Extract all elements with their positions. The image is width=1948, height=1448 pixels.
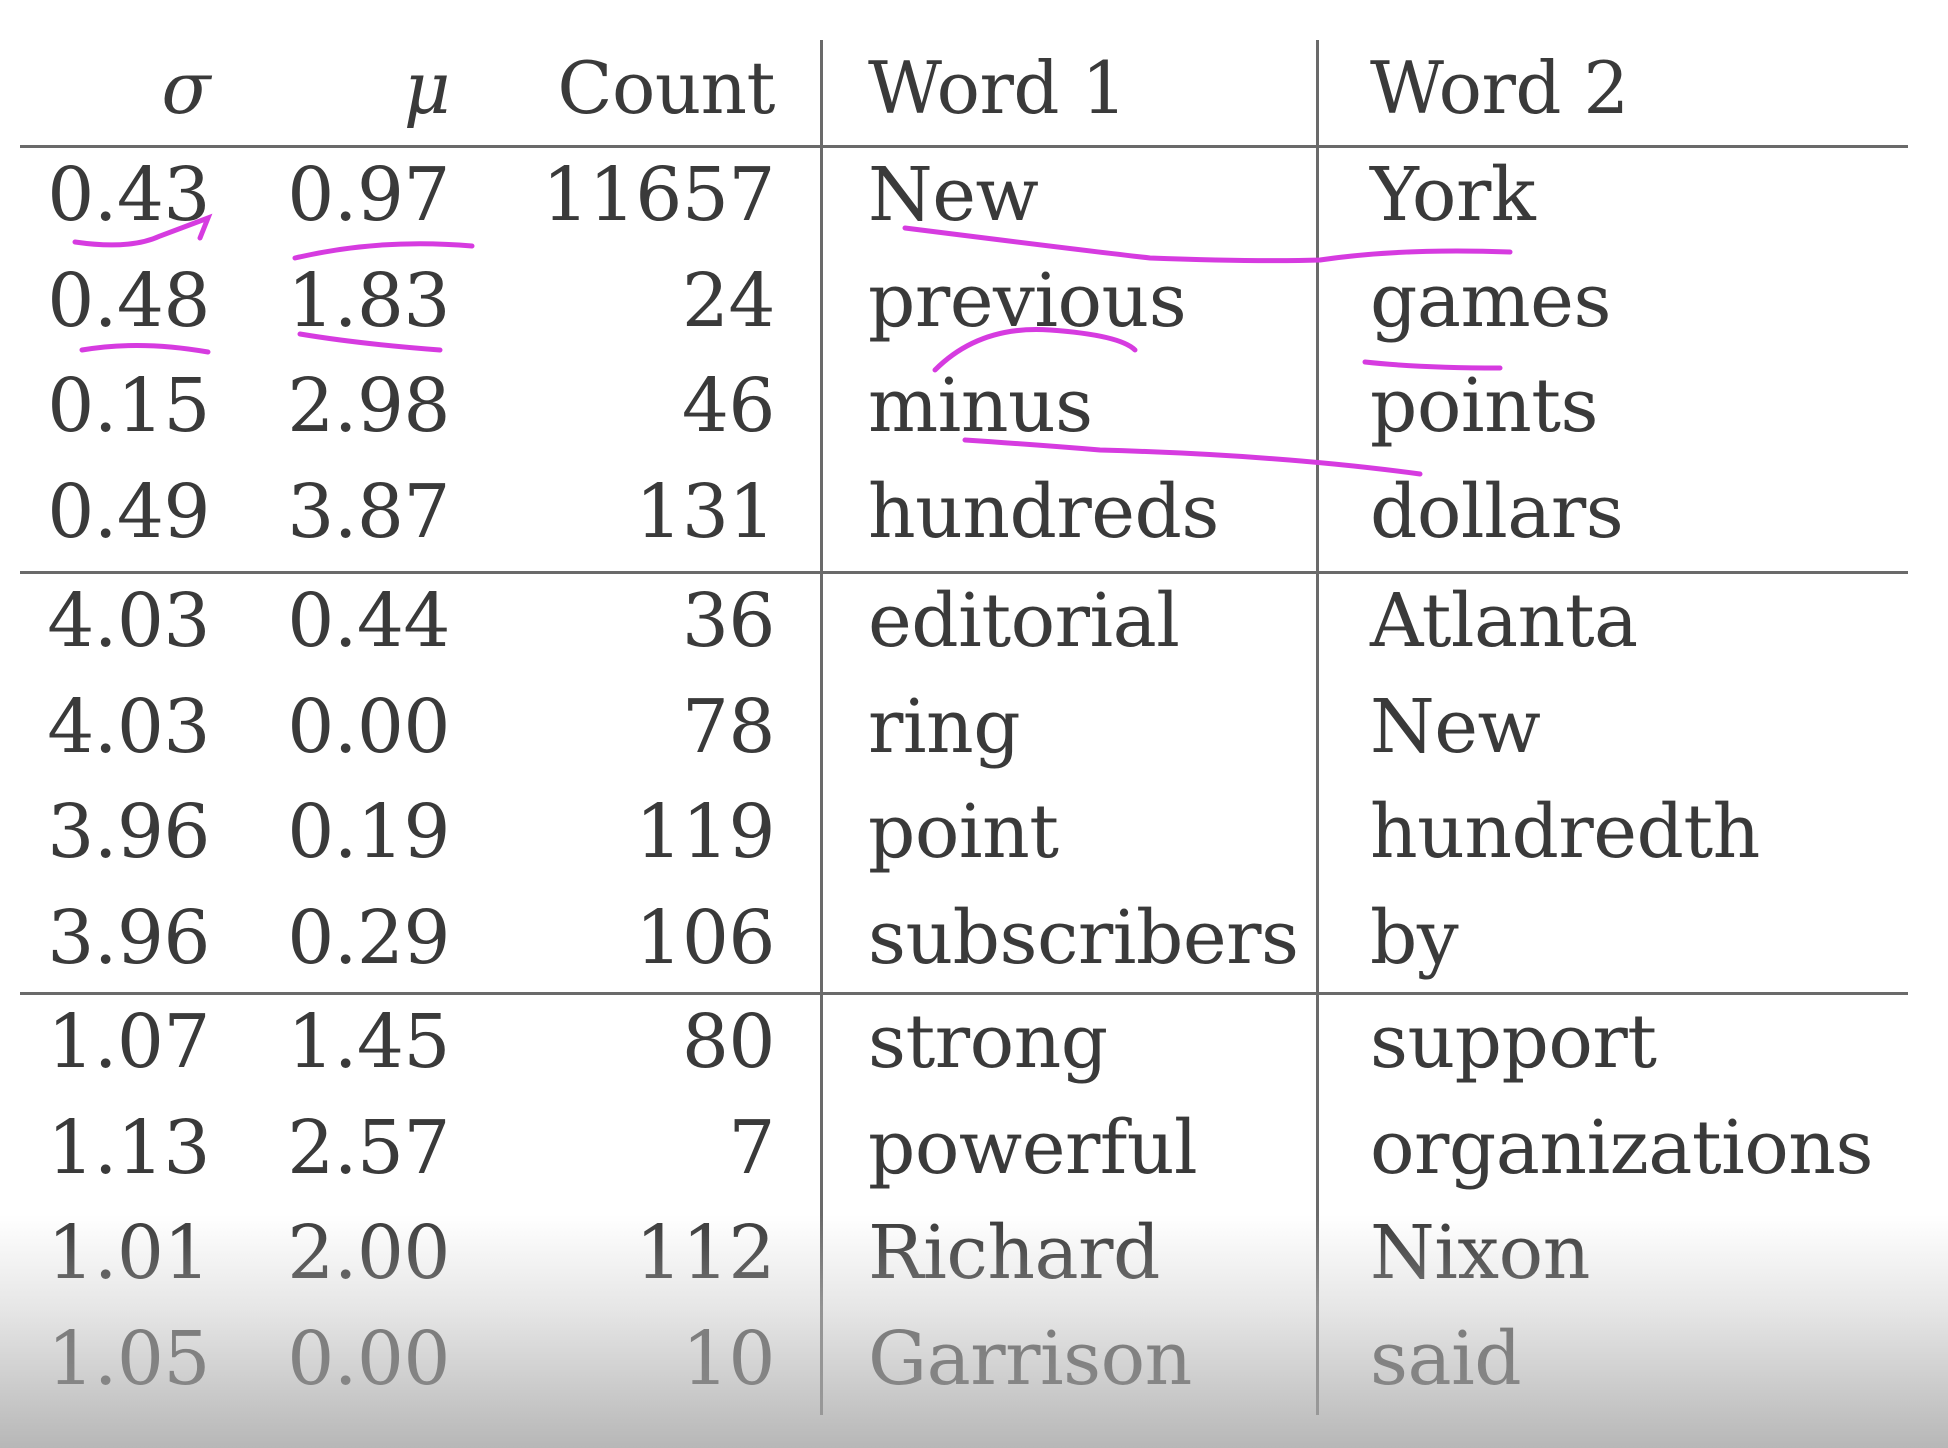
cell-mu: 2.57	[287, 1105, 450, 1191]
cell-sigma: 3.96	[47, 895, 210, 981]
cell-word-2: New	[1370, 684, 1541, 770]
cell-count: 24	[681, 258, 776, 344]
cell-word-1: New	[868, 152, 1039, 238]
cell-count: 7	[728, 1105, 775, 1191]
cell-word-2: dollars	[1370, 469, 1624, 555]
group-rule-1	[20, 571, 1908, 574]
cell-count: 46	[681, 363, 776, 449]
cell-sigma: 1.05	[47, 1316, 210, 1402]
cell-word-2: York	[1370, 152, 1536, 238]
underline-mu-0.97	[292, 241, 475, 261]
cell-word-2: points	[1370, 363, 1598, 449]
cell-mu: 0.00	[287, 1316, 450, 1402]
header-count: Count	[557, 46, 775, 130]
cell-sigma: 4.03	[47, 578, 210, 664]
cell-word-1: subscribers	[868, 895, 1299, 981]
cell-word-1: Richard	[868, 1210, 1160, 1296]
cell-sigma: 0.48	[47, 258, 210, 344]
cell-word-1: previous	[868, 258, 1187, 344]
cell-sigma: 0.49	[47, 469, 210, 555]
cell-mu: 0.19	[287, 789, 450, 875]
header-rule	[20, 145, 1908, 148]
cell-count: 106	[635, 895, 775, 981]
cell-count: 131	[635, 469, 775, 555]
cell-word-1: strong	[868, 999, 1108, 1085]
cell-sigma: 0.43	[47, 152, 210, 238]
cell-word-1: hundreds	[868, 469, 1219, 555]
cell-count: 119	[635, 789, 775, 875]
cell-count: 112	[635, 1210, 775, 1296]
cell-mu: 3.87	[287, 469, 450, 555]
cell-word-1: editorial	[868, 578, 1180, 664]
cell-sigma: 1.13	[47, 1105, 210, 1191]
cell-count: 11657	[542, 152, 775, 238]
column-divider-2	[1316, 40, 1319, 1415]
cell-mu: 0.44	[287, 578, 450, 664]
header-mu: μ	[403, 46, 451, 130]
cell-word-2: by	[1370, 895, 1459, 981]
cell-mu: 2.98	[287, 363, 450, 449]
group-rule-2	[20, 992, 1908, 995]
cell-count: 78	[681, 684, 776, 770]
cell-mu: 2.00	[287, 1210, 450, 1296]
cell-sigma: 3.96	[47, 789, 210, 875]
cell-word-1: point	[868, 789, 1059, 875]
header-word-2: Word 2	[1370, 46, 1629, 130]
cell-word-2: said	[1370, 1316, 1522, 1402]
header-word-1: Word 1	[868, 46, 1127, 130]
cell-count: 10	[681, 1316, 776, 1402]
cell-sigma: 1.01	[47, 1210, 210, 1296]
cell-mu: 1.45	[287, 999, 450, 1085]
cell-word-2: hundredth	[1370, 789, 1760, 875]
cell-sigma: 4.03	[47, 684, 210, 770]
cell-word-2: games	[1370, 258, 1611, 344]
cell-word-1: Garrison	[868, 1316, 1192, 1402]
cell-mu: 0.97	[287, 152, 450, 238]
cell-word-2: support	[1370, 999, 1657, 1085]
cell-sigma: 1.07	[47, 999, 210, 1085]
cell-sigma: 0.15	[47, 363, 210, 449]
underline-sigma-0.48	[79, 342, 211, 355]
cell-word-2: organizations	[1370, 1105, 1873, 1191]
header-sigma: σ	[161, 46, 210, 130]
cell-count: 36	[681, 578, 776, 664]
cell-word-1: ring	[868, 684, 1021, 770]
cell-word-2: Atlanta	[1370, 578, 1638, 664]
cell-word-2: Nixon	[1370, 1210, 1590, 1296]
cell-word-1: powerful	[868, 1105, 1198, 1191]
cell-count: 80	[681, 999, 776, 1085]
cell-mu: 1.83	[287, 258, 450, 344]
cell-word-1: minus	[868, 363, 1093, 449]
column-divider-1	[820, 40, 823, 1415]
cell-mu: 0.00	[287, 684, 450, 770]
cell-mu: 0.29	[287, 895, 450, 981]
